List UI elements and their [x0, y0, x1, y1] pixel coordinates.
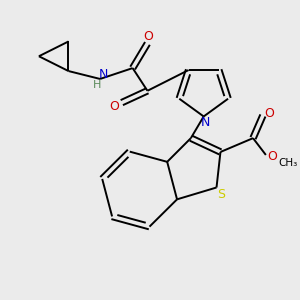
Text: S: S [218, 188, 226, 201]
Text: O: O [109, 100, 119, 113]
Text: N: N [98, 68, 108, 80]
Text: O: O [267, 150, 277, 164]
Text: N: N [201, 116, 210, 129]
Text: H: H [93, 80, 101, 90]
Text: O: O [143, 30, 153, 43]
Text: O: O [264, 107, 274, 120]
Text: CH₃: CH₃ [278, 158, 297, 168]
